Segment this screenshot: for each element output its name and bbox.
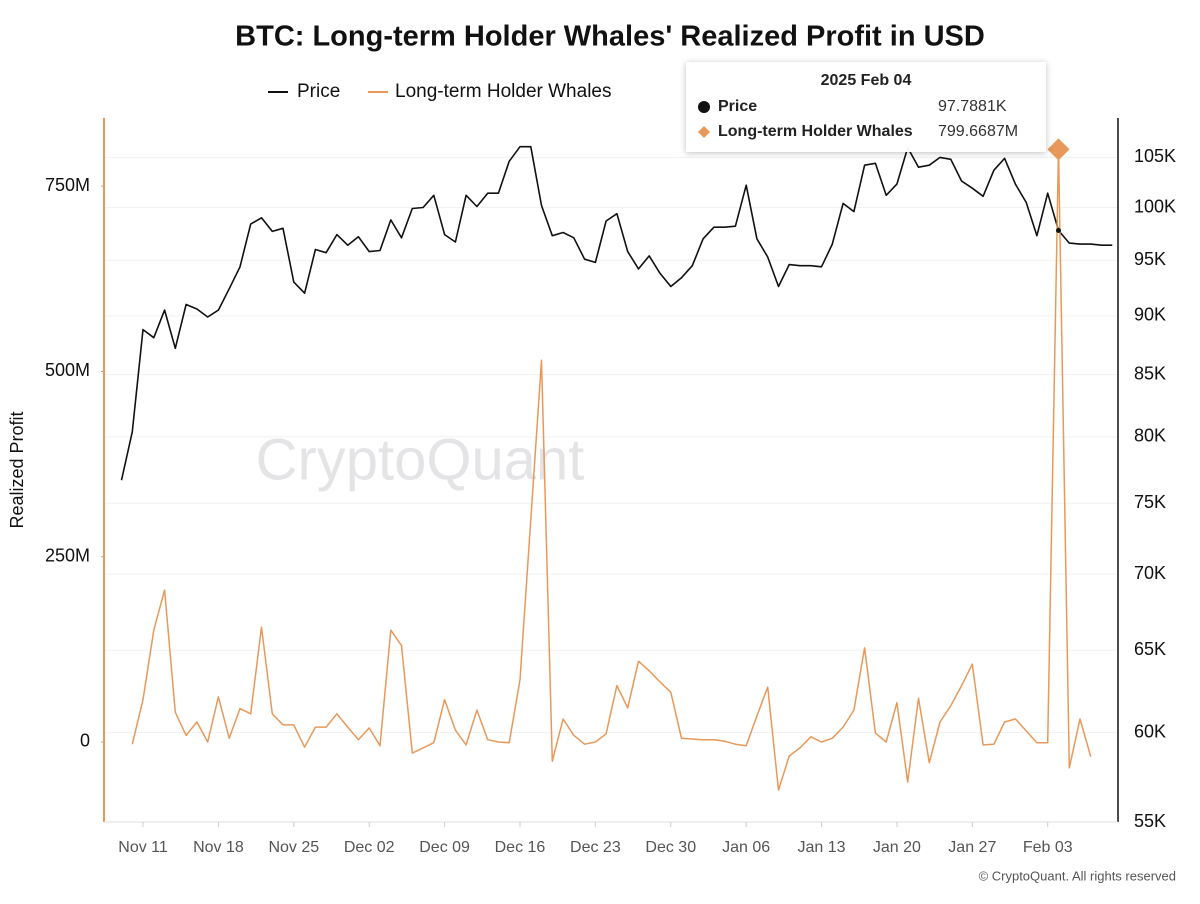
x-tick-label: Dec 09 <box>419 839 470 856</box>
y2-tick-label: 55K <box>1134 811 1166 831</box>
x-tick-label: Dec 23 <box>570 839 621 856</box>
y2-tick-label: 65K <box>1134 639 1166 659</box>
y2-tick-label: 105K <box>1134 146 1176 166</box>
y-tick-label: 250M <box>45 545 90 565</box>
x-tick-label: Dec 16 <box>495 839 546 856</box>
y-axis-label: Realized Profit <box>7 411 27 528</box>
x-tick-label: Jan 13 <box>798 839 846 856</box>
legend-label: Long-term Holder Whales <box>395 81 611 102</box>
chart-title: BTC: Long-term Holder Whales' Realized P… <box>235 21 985 53</box>
tooltip-value: 799.6687M <box>938 123 1019 140</box>
tooltip-row: Price 97.7881K <box>698 98 1034 116</box>
y2-tick-label: 85K <box>1134 363 1166 383</box>
y2-tick-label: 100K <box>1134 196 1176 216</box>
x-tick-label: Dec 02 <box>344 839 395 856</box>
x-tick-label: Jan 27 <box>948 839 996 856</box>
tooltip: 2025 Feb 04 Price 97.7881K Long-term Hol… <box>686 62 1046 152</box>
y-tick-label: 750M <box>45 175 90 195</box>
y2-tick-label: 90K <box>1134 305 1166 325</box>
hover-diamond <box>1047 138 1070 161</box>
y2-tick-label: 70K <box>1134 563 1166 583</box>
x-tick-label: Nov 25 <box>268 839 319 856</box>
y-tick-label: 500M <box>45 360 90 380</box>
tooltip-row: Long-term Holder Whales 799.6687M <box>698 123 1034 141</box>
watermark: CryptoQuant <box>256 427 585 492</box>
y2-tick-label: 80K <box>1134 426 1166 446</box>
x-tick-label: Jan 06 <box>722 839 770 856</box>
tooltip-diamond <box>698 126 710 138</box>
hover-point <box>1055 228 1061 234</box>
tooltip-dot <box>698 101 710 113</box>
y2-tick-label: 60K <box>1134 721 1166 741</box>
footer: © CryptoQuant. All rights reserved <box>979 868 1176 883</box>
y-tick-label: 0 <box>80 731 90 751</box>
series-line <box>131 148 1092 791</box>
x-tick-label: Nov 18 <box>193 839 244 856</box>
tooltip-series: Long-term Holder Whales <box>718 123 913 140</box>
legend-label: Price <box>297 81 340 102</box>
series-line <box>120 145 1113 481</box>
tooltip-series: Price <box>718 98 758 115</box>
x-tick-label: Nov 11 <box>118 839 168 856</box>
x-tick-label: Feb 03 <box>1023 839 1073 856</box>
tooltip-value: 97.7881K <box>938 98 1007 115</box>
y2-tick-label: 75K <box>1134 492 1166 512</box>
x-tick-label: Jan 20 <box>873 839 921 856</box>
y2-tick-label: 95K <box>1134 249 1166 269</box>
x-tick-label: Dec 30 <box>645 839 696 856</box>
tooltip-date: 2025 Feb 04 <box>820 72 912 89</box>
